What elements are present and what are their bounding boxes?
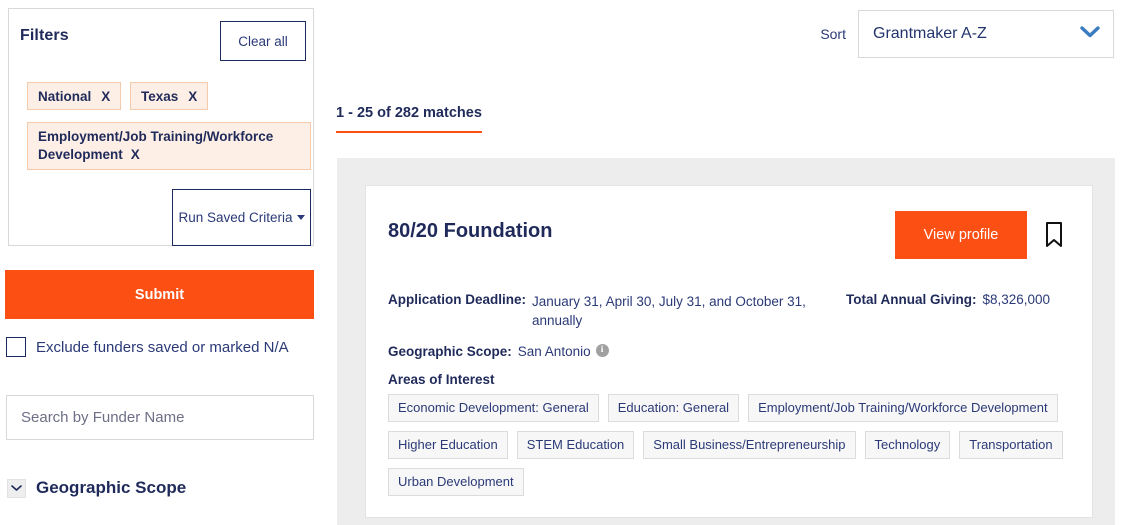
grantmaker-name: 80/20 Foundation bbox=[388, 220, 553, 242]
area-tag[interactable]: Economic Development: General bbox=[388, 394, 599, 422]
area-tag[interactable]: Transportation bbox=[959, 431, 1063, 459]
geographic-scope-label: Geographic Scope bbox=[36, 478, 187, 497]
chevron-down-icon[interactable] bbox=[7, 478, 26, 498]
run-saved-criteria-button[interactable]: Run Saved Criteria bbox=[172, 189, 311, 246]
filter-pill-label: Texas bbox=[141, 88, 179, 104]
area-tag[interactable]: Small Business/Entrepreneurship bbox=[643, 431, 856, 459]
view-profile-button[interactable]: View profile bbox=[895, 211, 1027, 259]
detail-value: $8,326,000 bbox=[982, 292, 1051, 307]
area-tag[interactable]: Education: General bbox=[607, 394, 740, 422]
detail-label: Total Annual Giving: bbox=[846, 292, 977, 307]
filter-pill-texas[interactable]: Texas X bbox=[130, 82, 209, 110]
detail-label: Application Deadline: bbox=[388, 292, 527, 307]
filter-pill-remove-icon[interactable]: X bbox=[188, 88, 198, 104]
filters-panel: Filters Clear all National X Texas X Emp… bbox=[8, 8, 314, 246]
exclude-funders-row[interactable]: Exclude funders saved or marked N/A bbox=[6, 337, 289, 357]
results-list-container: 80/20 Foundation View profile Applicatio… bbox=[337, 158, 1115, 525]
filter-pill-remove-icon[interactable]: X bbox=[130, 147, 140, 162]
geographic-scope-accordion[interactable]: Geographic Scope bbox=[7, 478, 186, 498]
detail-row-deadline: Application Deadline: January 31, April … bbox=[388, 292, 1078, 330]
detail-value: San Antonio bbox=[517, 344, 591, 359]
info-icon[interactable]: i bbox=[595, 344, 609, 357]
area-tag[interactable]: STEM Education bbox=[516, 431, 635, 459]
result-details: Application Deadline: January 31, April … bbox=[388, 292, 1078, 365]
exclude-funders-label: Exclude funders saved or marked N/A bbox=[36, 338, 289, 356]
clear-all-button[interactable]: Clear all bbox=[220, 21, 306, 61]
filter-pill-employment[interactable]: Employment/Job Training/Workforce Develo… bbox=[27, 122, 311, 170]
filter-pill-remove-icon[interactable]: X bbox=[101, 88, 111, 104]
filters-panel-title: Filters bbox=[20, 27, 69, 44]
detail-value: January 31, April 30, July 31, and Octob… bbox=[532, 294, 806, 328]
result-card: 80/20 Foundation View profile Applicatio… bbox=[365, 185, 1093, 518]
area-tag[interactable]: Technology bbox=[864, 431, 951, 459]
filter-pill-label: National bbox=[38, 88, 92, 104]
results-count: 1 - 25 of 282 matches bbox=[336, 105, 482, 133]
bookmark-icon[interactable] bbox=[1042, 220, 1066, 250]
exclude-funders-checkbox[interactable] bbox=[6, 337, 26, 357]
results-main: Sort Grantmaker A-Z 1 - 25 of 282 matche… bbox=[322, 0, 1125, 525]
filter-pill-national[interactable]: National X bbox=[27, 82, 122, 110]
run-saved-criteria-label: Run Saved Criteria bbox=[178, 209, 293, 225]
sort-selected-value: Grantmaker A-Z bbox=[873, 25, 987, 42]
sort-control: Sort Grantmaker A-Z bbox=[820, 10, 1114, 58]
sort-select[interactable]: Grantmaker A-Z bbox=[858, 10, 1114, 58]
area-tag[interactable]: Employment/Job Training/Workforce Develo… bbox=[748, 394, 1058, 422]
area-tag[interactable]: Urban Development bbox=[388, 468, 524, 496]
submit-button[interactable]: Submit bbox=[5, 270, 314, 319]
detail-row-total-giving: Total Annual Giving: $8,326,000 bbox=[846, 292, 1050, 307]
filter-pill-label: Employment/Job Training/Workforce Develo… bbox=[38, 129, 274, 162]
chevron-down-icon[interactable] bbox=[1080, 25, 1100, 43]
sort-label: Sort bbox=[820, 26, 846, 42]
area-tag[interactable]: Higher Education bbox=[388, 431, 508, 459]
caret-down-icon bbox=[296, 215, 305, 220]
detail-row-geographic-scope: Geographic Scope: San Antonio i bbox=[388, 344, 1078, 359]
filters-sidebar: Filters Clear all National X Texas X Emp… bbox=[0, 0, 322, 525]
areas-of-interest-title: Areas of Interest bbox=[388, 372, 495, 387]
detail-label: Geographic Scope: bbox=[388, 344, 512, 359]
funder-name-search-input[interactable] bbox=[6, 395, 314, 440]
areas-of-interest-tags: Economic Development: General Education:… bbox=[388, 394, 1078, 496]
